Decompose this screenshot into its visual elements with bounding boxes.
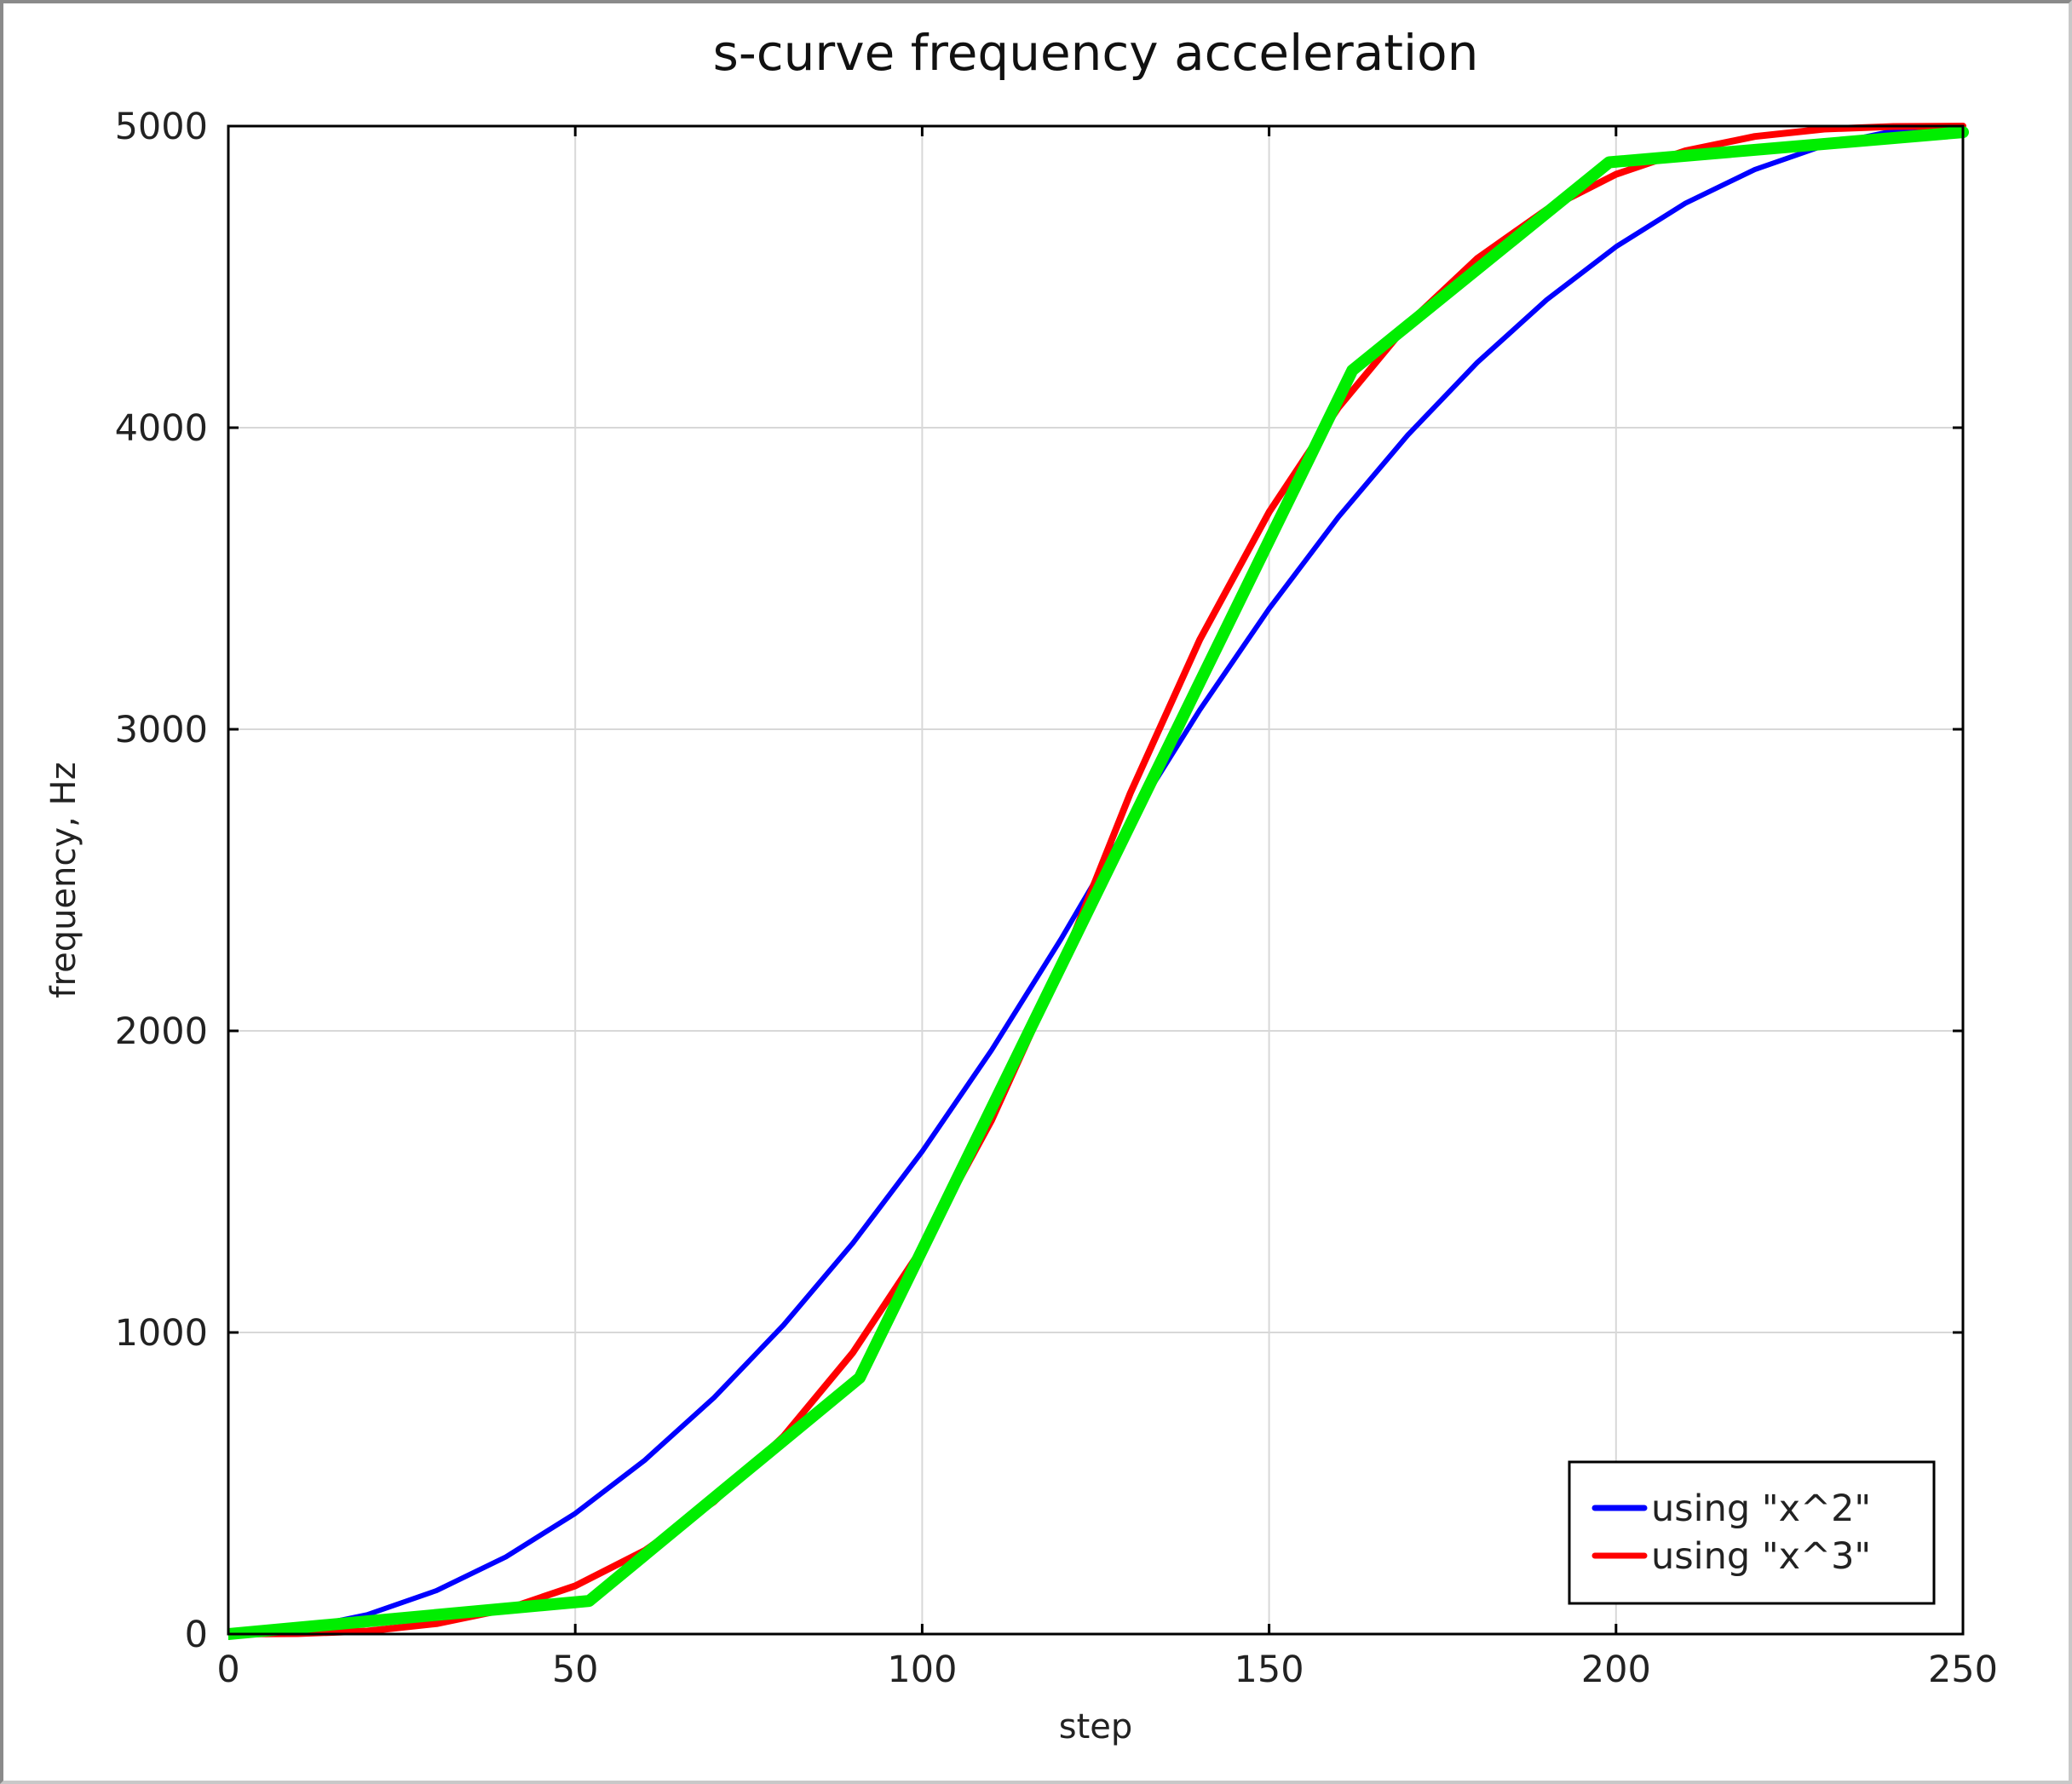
- plot-area-border: [227, 124, 1965, 1636]
- x-tick-label: 200: [1581, 1649, 1651, 1691]
- legend-label: using "x^2": [1651, 1488, 1871, 1530]
- x-tick-label: 0: [216, 1649, 239, 1691]
- legend-label: using "x^3": [1651, 1535, 1871, 1578]
- x-axis-label: step: [1059, 1707, 1133, 1747]
- chart-title: s-curve frequency acceleration: [713, 24, 1479, 82]
- x-tick-label: 100: [887, 1649, 957, 1691]
- series-line-1: [228, 123, 1966, 1637]
- y-tick-label: 1000: [115, 1312, 208, 1355]
- chart-legend: using "x^2" using "x^3": [1568, 1460, 1936, 1605]
- series-lines: [228, 123, 1969, 1640]
- x-tick-label: 250: [1928, 1649, 1998, 1691]
- legend-box: [1568, 1460, 1936, 1605]
- y-tick-label: 2000: [115, 1010, 208, 1053]
- y-axis-label: frequency, Hz: [44, 762, 83, 998]
- y-tick-label: 3000: [115, 709, 208, 751]
- series-line-2: [228, 126, 1969, 1640]
- x-tick-label: 50: [552, 1649, 599, 1691]
- y-tick-label: 5000: [115, 106, 208, 148]
- y-tick-label: 4000: [115, 407, 208, 450]
- y-tick-label: 0: [185, 1614, 208, 1656]
- x-tick-label: 150: [1235, 1649, 1304, 1691]
- axis-ticks: 0 50 100 150 200 250 0 1000 2000 3000 4000 5000: [115, 106, 1998, 1691]
- grid-lines: [228, 126, 1963, 1634]
